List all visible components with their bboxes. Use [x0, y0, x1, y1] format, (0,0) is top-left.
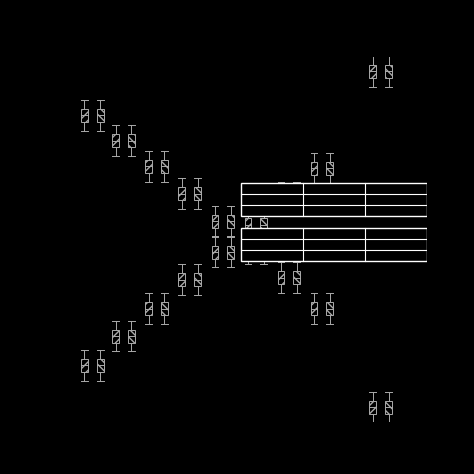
- Bar: [161, 160, 168, 173]
- Bar: [369, 401, 376, 414]
- Bar: [194, 273, 201, 286]
- Bar: [293, 271, 300, 284]
- Bar: [293, 191, 300, 204]
- Bar: [278, 191, 284, 204]
- Bar: [228, 246, 234, 259]
- Bar: [245, 242, 251, 255]
- Bar: [310, 302, 317, 315]
- Bar: [310, 162, 317, 175]
- Bar: [327, 162, 333, 175]
- Bar: [81, 109, 88, 122]
- Bar: [128, 134, 135, 147]
- Bar: [385, 401, 392, 414]
- Bar: [178, 273, 185, 286]
- Bar: [112, 134, 119, 147]
- Bar: [128, 329, 135, 343]
- Bar: [241, 183, 427, 216]
- Bar: [369, 65, 376, 78]
- Bar: [211, 246, 218, 259]
- Bar: [97, 109, 103, 122]
- Bar: [112, 329, 119, 343]
- Bar: [194, 187, 201, 201]
- Bar: [245, 218, 251, 231]
- Bar: [241, 228, 427, 261]
- Bar: [146, 302, 152, 315]
- Bar: [97, 359, 103, 372]
- Bar: [278, 271, 284, 284]
- Bar: [81, 359, 88, 372]
- Bar: [161, 302, 168, 315]
- Bar: [327, 302, 333, 315]
- Bar: [260, 218, 267, 231]
- Bar: [385, 65, 392, 78]
- Bar: [211, 215, 218, 228]
- Bar: [178, 187, 185, 201]
- Bar: [260, 242, 267, 255]
- Bar: [228, 215, 234, 228]
- Bar: [146, 160, 152, 173]
